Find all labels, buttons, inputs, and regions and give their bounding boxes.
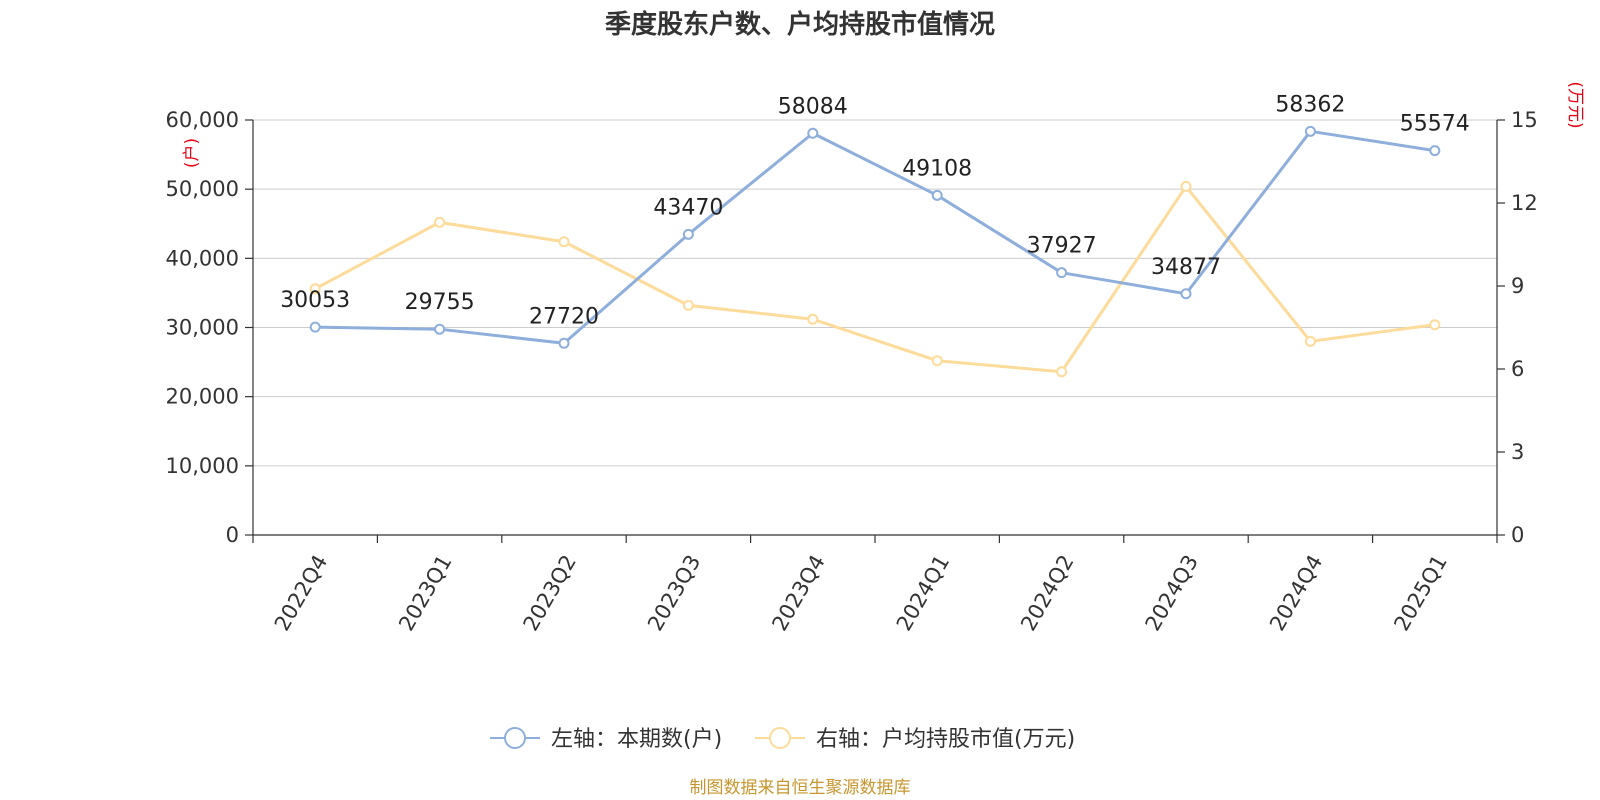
legend-label-left: 左轴：本期数(户)	[551, 727, 722, 752]
x-tick-label: 2023Q2	[519, 551, 581, 635]
right-tick-label: 12	[1511, 191, 1538, 215]
data-label: 37927	[1027, 234, 1097, 259]
right-axis-unit: (万元)	[1565, 81, 1585, 128]
right-tick-label: 15	[1511, 108, 1538, 132]
data-label: 58084	[778, 94, 848, 119]
shareholders-point	[1180, 288, 1192, 300]
right-tick-label: 0	[1511, 523, 1524, 547]
shareholders-point	[931, 189, 943, 201]
x-tick-label: 2023Q1	[394, 551, 456, 635]
data-labels: 30053 29755 27720 43470 58084 49108 37927 34877…	[280, 92, 1470, 329]
x-axis-ticks: 2022Q4 2023Q1 2023Q2 2023Q3 2023Q4 2024Q1 2024…	[252, 535, 1498, 635]
shareholders-line	[315, 129, 1436, 345]
x-tick-label: 2023Q4	[767, 551, 829, 635]
market-value-point	[558, 236, 570, 248]
shareholders-point	[309, 321, 321, 333]
shareholders-point	[1429, 145, 1441, 157]
market-value-point	[434, 216, 446, 228]
left-axis-unit: (户)	[182, 138, 202, 168]
market-value-point	[1429, 319, 1441, 331]
left-tick-label: 30,000	[166, 316, 239, 340]
market-value-point	[807, 313, 819, 325]
series-right	[309, 180, 1441, 378]
data-label: 30053	[280, 288, 350, 313]
right-axis-ticks: 0 3 6 9 12 15	[1497, 108, 1538, 547]
x-tick-label: 2024Q4	[1265, 551, 1327, 635]
left-tick-label: 60,000	[166, 108, 239, 132]
chart-title: 季度股东户数、户均持股市值情况	[605, 9, 995, 40]
x-tick-label: 2024Q2	[1016, 551, 1078, 635]
x-tick-label: 2025Q1	[1389, 551, 1451, 635]
legend: 左轴：本期数(户) 右轴：户均持股市值(万元)	[490, 727, 1075, 752]
x-tick-label: 2022Q4	[270, 551, 332, 635]
market-value-point	[1304, 335, 1316, 347]
series-left	[309, 125, 1441, 349]
x-tick-label: 2024Q1	[892, 551, 954, 635]
legend-swatch-circle-right	[769, 727, 791, 749]
data-label: 49108	[902, 156, 972, 181]
data-label: 27720	[529, 304, 599, 329]
left-tick-label: 10,000	[166, 454, 239, 478]
left-tick-label: 0	[226, 523, 239, 547]
right-tick-label: 6	[1511, 357, 1524, 381]
data-label: 55574	[1400, 112, 1470, 137]
market-value-line	[314, 184, 1435, 374]
x-tick-label: 2024Q3	[1141, 551, 1203, 635]
data-label: 29755	[405, 290, 475, 315]
legend-item-left[interactable]: 左轴：本期数(户)	[490, 727, 722, 752]
data-label: 34877	[1151, 255, 1221, 280]
data-label: 43470	[653, 195, 723, 220]
market-value-point	[931, 355, 943, 367]
shareholders-point	[558, 337, 570, 349]
market-value-point	[1056, 366, 1068, 378]
source-note: 制图数据来自恒生聚源数据库	[690, 778, 911, 798]
data-label: 58362	[1275, 92, 1345, 117]
shareholders-point	[1304, 125, 1316, 137]
left-tick-label: 40,000	[166, 246, 239, 270]
legend-item-right[interactable]: 右轴：户均持股市值(万元)	[755, 727, 1075, 752]
shareholders-point	[807, 127, 819, 139]
x-tick-label: 2023Q3	[643, 551, 705, 635]
right-tick-label: 3	[1511, 440, 1524, 464]
left-axis-ticks: 0 10,000 20,000 30,000 40,000 50,000 60,000	[166, 108, 253, 547]
legend-swatch-circle-left	[504, 727, 526, 749]
right-tick-label: 9	[1511, 274, 1524, 298]
market-value-point	[1180, 180, 1192, 192]
legend-label-right: 右轴：户均持股市值(万元)	[816, 727, 1075, 752]
shareholders-point	[1056, 267, 1068, 279]
market-value-point	[682, 299, 694, 311]
shareholders-point	[682, 228, 694, 240]
grid-lines	[253, 119, 1497, 467]
market-value-point	[309, 283, 321, 295]
left-tick-label: 20,000	[166, 385, 239, 409]
left-tick-label: 50,000	[166, 177, 239, 201]
shareholders-point	[434, 323, 446, 335]
